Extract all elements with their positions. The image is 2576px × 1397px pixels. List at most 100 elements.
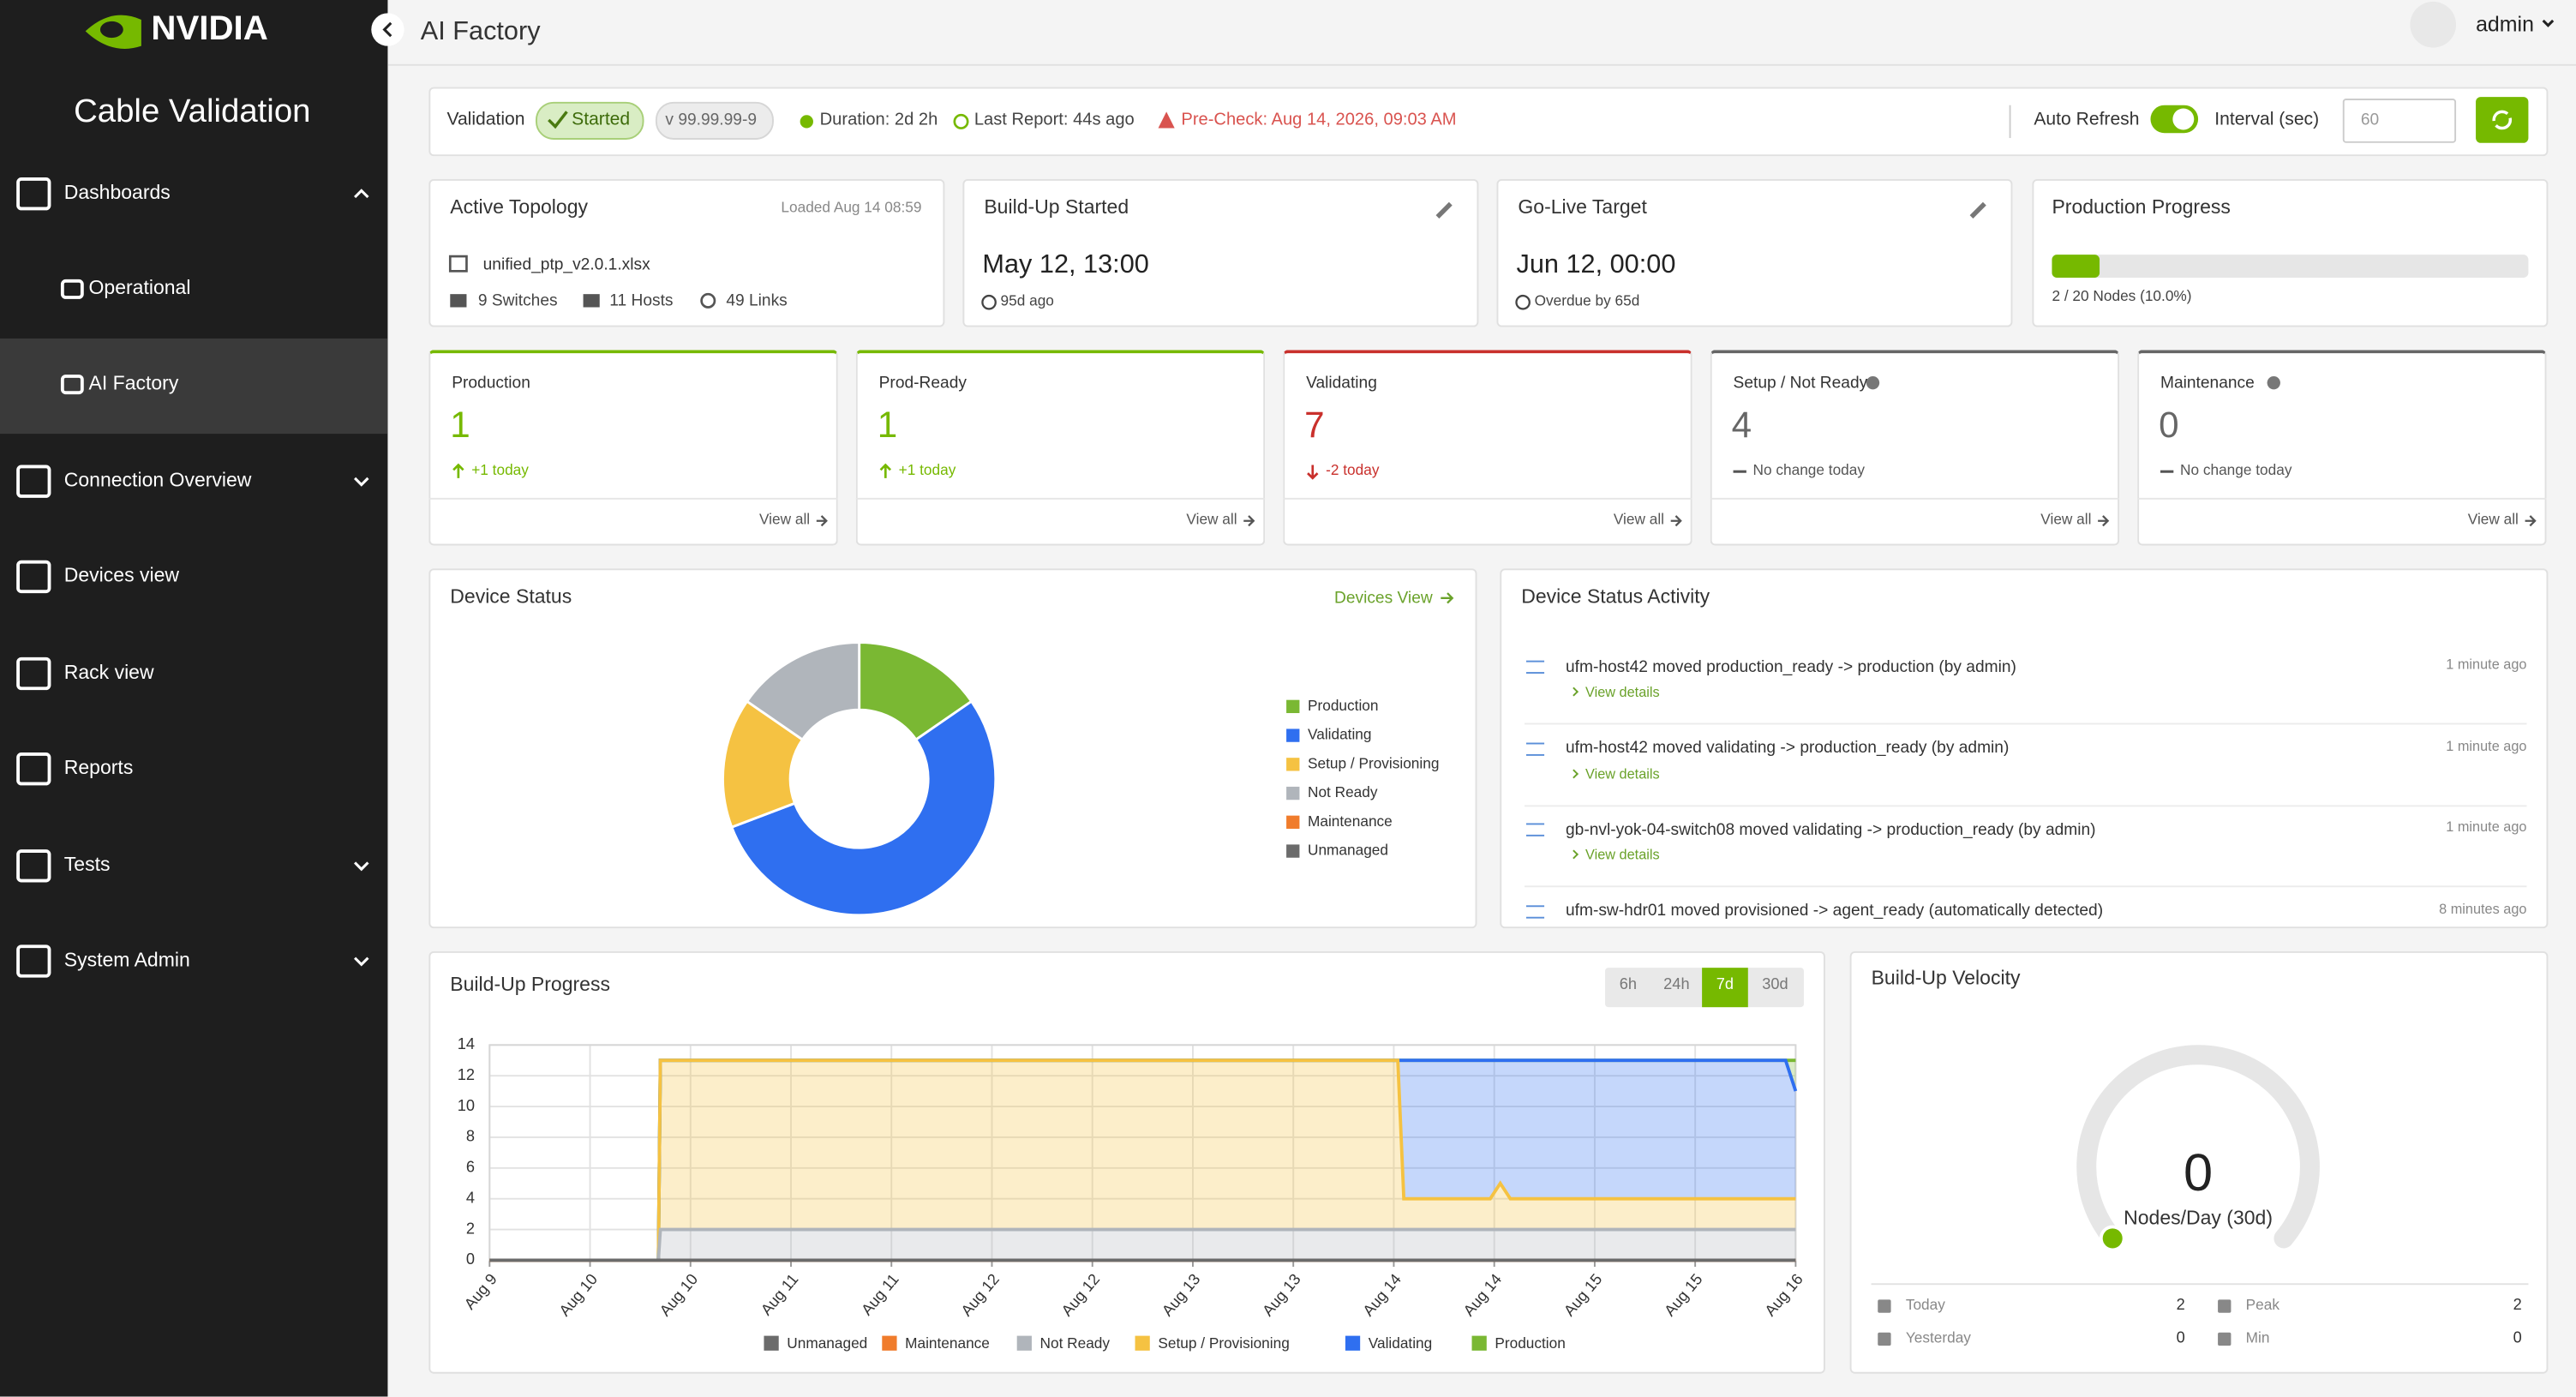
card-title: Go-Live Target <box>1518 195 1647 219</box>
chart-title: Build-Up Progress <box>450 973 610 997</box>
hosts: 11 Hosts <box>609 291 674 310</box>
swap-icon <box>1525 660 1545 675</box>
nav-item[interactable]: AI Factory <box>88 371 179 395</box>
page-title: AI Factory <box>420 17 541 45</box>
pre-check: Pre-Check: Aug 14, 2026, 09:03 AM <box>1181 110 1457 130</box>
status-divider <box>2009 105 2011 139</box>
nav-item[interactable]: Rack view <box>63 661 154 684</box>
activity-text: ufm-sw-hdr01 moved provisioned -> agent_… <box>1565 902 2104 920</box>
nav-item[interactable]: Dashboards <box>63 181 171 205</box>
stat-divider <box>2137 497 2547 500</box>
swap-icon <box>1525 904 1545 918</box>
range-button[interactable]: 6h <box>1619 975 1637 994</box>
stat-change: -2 today <box>1326 461 1380 479</box>
activity-time: 1 minute ago <box>2446 656 2527 673</box>
stat-change: +1 today <box>898 461 956 479</box>
user-menu[interactable]: admin <box>2476 10 2534 36</box>
range-button[interactable]: 30d <box>1762 975 1788 994</box>
velocity-stat-label: Yesterday <box>1905 1329 1971 1346</box>
nav-item[interactable]: Operational <box>88 276 191 300</box>
activity-text: ufm-host42 moved validating -> productio… <box>1565 739 2010 758</box>
progress-fill <box>2052 255 2100 278</box>
stat-value: 1 <box>877 404 898 445</box>
activity-text: ufm-host42 moved production_ready -> pro… <box>1565 657 2016 676</box>
stat-divider <box>1283 497 1692 500</box>
velocity-stat-value: 0 <box>2176 1328 2185 1347</box>
stat-value: 1 <box>450 404 470 445</box>
switches: 9 Switches <box>477 291 558 310</box>
date-value: May 12, 13:00 <box>982 250 1149 279</box>
card-title: Device Status Activity <box>1521 585 1710 609</box>
header-divider <box>387 63 2576 66</box>
view-details[interactable]: View details <box>1585 765 1660 782</box>
velocity-stat-label: Peak <box>2245 1296 2280 1314</box>
view-all[interactable]: View all <box>2040 511 2092 528</box>
date-note: 95d ago <box>1000 292 1054 309</box>
activity-divider <box>1525 722 2527 725</box>
date-note: Overdue by 65d <box>1534 292 1640 309</box>
stat-change: +1 today <box>471 461 529 479</box>
activity-list: ufm-host42 moved production_ready -> pro… <box>1501 645 2546 920</box>
view-all[interactable]: View all <box>2467 511 2519 528</box>
view-all[interactable]: View all <box>758 511 811 528</box>
card-title: Active Topology <box>450 195 589 219</box>
build-up-card <box>962 178 1479 327</box>
go-live-card <box>1496 178 2013 327</box>
stat-card <box>855 350 1266 546</box>
loaded: Loaded Aug 14 08:59 <box>781 199 922 216</box>
view-details[interactable]: View details <box>1585 847 1660 864</box>
stat-value: 0 <box>2159 404 2179 445</box>
view-all[interactable]: View all <box>1613 511 1665 528</box>
stat-card <box>1710 350 2120 546</box>
swap-icon <box>1525 741 1545 755</box>
activity-card <box>1500 568 2549 929</box>
chevron <box>1569 849 1579 860</box>
view-details[interactable]: View details <box>1585 684 1660 701</box>
topology-card <box>428 178 945 327</box>
device-status-card <box>428 568 1477 929</box>
interval-input[interactable] <box>2342 99 2457 143</box>
nav-active <box>0 338 388 435</box>
last-report: Last Report: 44s ago <box>973 110 1135 130</box>
range-button[interactable]: 24h <box>1663 975 1690 994</box>
nav-item[interactable]: Connection Overview <box>63 468 252 492</box>
date-value: Jun 12, 00:00 <box>1516 250 1676 279</box>
nav-item[interactable]: System Admin <box>63 948 190 972</box>
progress-label: 2 / 20 Nodes (10.0%) <box>2052 287 2192 304</box>
activity-divider <box>1525 804 2527 806</box>
stat-change: No change today <box>2179 461 2292 479</box>
interval-label: Interval (sec) <box>2214 110 2320 130</box>
nav-item[interactable]: Devices view <box>63 563 180 587</box>
velocity-stat-value: 0 <box>2513 1328 2522 1347</box>
help-icon: ? <box>2426 9 2441 37</box>
links: 49 Links <box>726 291 788 310</box>
range-active <box>1702 968 1748 1008</box>
nav-item[interactable]: Reports <box>63 756 134 780</box>
card-title: Build-Up Velocity <box>1871 966 2021 990</box>
swap-icon <box>1525 823 1545 836</box>
card-title: Production Progress <box>2052 195 2231 219</box>
velocity-divider <box>1871 1283 2529 1286</box>
auto-refresh-toggle[interactable] <box>2150 105 2199 134</box>
activity-time: 1 minute ago <box>2446 818 2527 836</box>
velocity-card <box>1849 951 2549 1374</box>
duration: Duration: 2d 2h <box>819 110 938 130</box>
sidebar <box>0 0 388 1397</box>
interval-value: 60 <box>2360 111 2380 129</box>
stat-divider <box>1710 497 2120 500</box>
chart-title: Device Status <box>450 585 572 609</box>
activity-text: gb-nvl-yok-04-switch08 moved validating … <box>1565 820 2096 839</box>
auto-refresh-label: Auto Refresh <box>2034 110 2140 130</box>
refresh-button[interactable] <box>2476 97 2529 143</box>
range-button[interactable]: 7d <box>1716 975 1734 994</box>
nav-item[interactable]: Tests <box>63 853 111 877</box>
devices-view-link[interactable]: Devices View <box>1333 589 1433 608</box>
velocity-stat-label: Today <box>1905 1296 1945 1314</box>
stat-divider <box>428 497 838 500</box>
view-all[interactable]: View all <box>1186 511 1237 528</box>
stat-card <box>2137 350 2547 546</box>
progress-card <box>2032 178 2549 327</box>
stat-title: Setup / Not Ready <box>1733 374 1868 393</box>
stat-title: Maintenance <box>2160 374 2255 393</box>
